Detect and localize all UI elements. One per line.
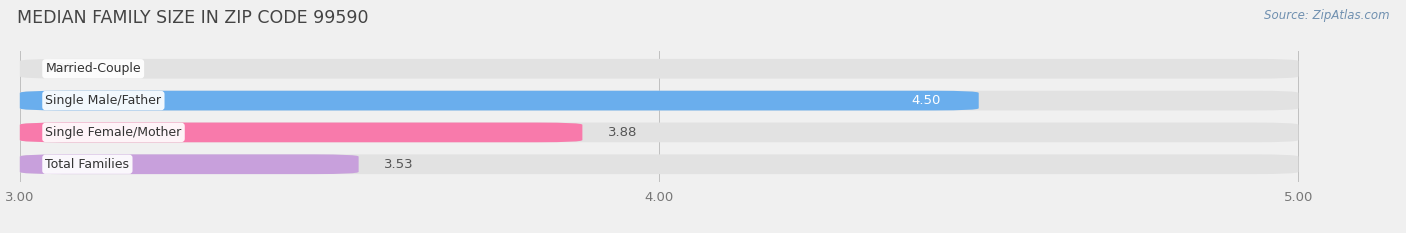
Text: 3.00: 3.00 <box>45 62 75 75</box>
Text: Source: ZipAtlas.com: Source: ZipAtlas.com <box>1264 9 1389 22</box>
FancyBboxPatch shape <box>20 123 1298 142</box>
Text: Single Male/Father: Single Male/Father <box>45 94 162 107</box>
FancyBboxPatch shape <box>20 91 1298 110</box>
Text: MEDIAN FAMILY SIZE IN ZIP CODE 99590: MEDIAN FAMILY SIZE IN ZIP CODE 99590 <box>17 9 368 27</box>
Text: Single Female/Mother: Single Female/Mother <box>45 126 181 139</box>
FancyBboxPatch shape <box>20 59 1298 79</box>
Text: 3.53: 3.53 <box>384 158 413 171</box>
Text: Total Families: Total Families <box>45 158 129 171</box>
FancyBboxPatch shape <box>20 154 1298 174</box>
Text: Married-Couple: Married-Couple <box>45 62 141 75</box>
FancyBboxPatch shape <box>20 91 979 110</box>
FancyBboxPatch shape <box>20 154 359 174</box>
Text: 4.50: 4.50 <box>911 94 941 107</box>
Text: 3.88: 3.88 <box>607 126 637 139</box>
FancyBboxPatch shape <box>20 123 582 142</box>
